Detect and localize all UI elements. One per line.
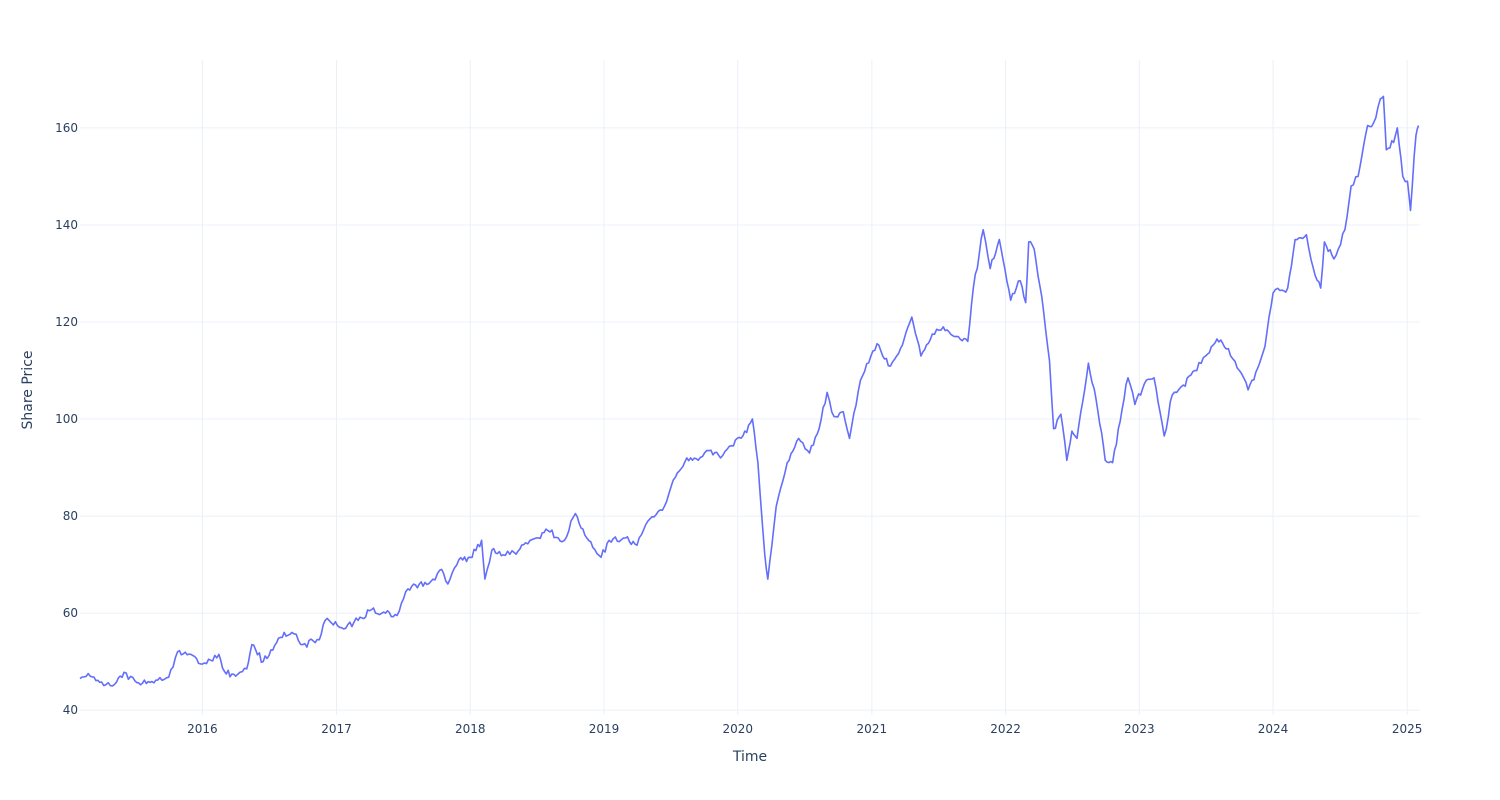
x-tick-label: 2022 [990, 722, 1021, 736]
y-tick-label: 100 [55, 412, 78, 426]
x-tick-label: 2018 [455, 722, 486, 736]
x-tick-label: 2023 [1124, 722, 1155, 736]
y-tick-label: 60 [63, 606, 78, 620]
y-tick-labels: 40 60 80 100 120 140 160 [55, 121, 78, 717]
y-tick-label: 120 [55, 315, 78, 329]
y-gridlines [80, 127, 1420, 711]
x-tick-label: 2021 [857, 722, 888, 736]
x-tick-label: 2016 [187, 722, 218, 736]
x-tick-label: 2024 [1258, 722, 1289, 736]
y-tick-label: 140 [55, 218, 78, 232]
series-layer [79, 95, 1420, 687]
x-tick-labels: 2016 2017 2018 2019 2020 2021 2022 2023 2024 2025 [187, 722, 1422, 736]
x-tick-label: 2019 [589, 722, 620, 736]
x-tick-label: 2025 [1392, 722, 1423, 736]
y-axis-title: Share Price [20, 350, 36, 429]
y-tick-label: 160 [55, 121, 78, 135]
x-tick-label: 2020 [722, 722, 753, 736]
series-line [79, 95, 1420, 687]
x-gridlines [201, 60, 1408, 715]
x-tick-label: 2017 [321, 722, 352, 736]
y-tick-label: 40 [63, 703, 78, 717]
y-tick-label: 80 [63, 509, 78, 523]
x-axis-title: Time [732, 749, 767, 765]
